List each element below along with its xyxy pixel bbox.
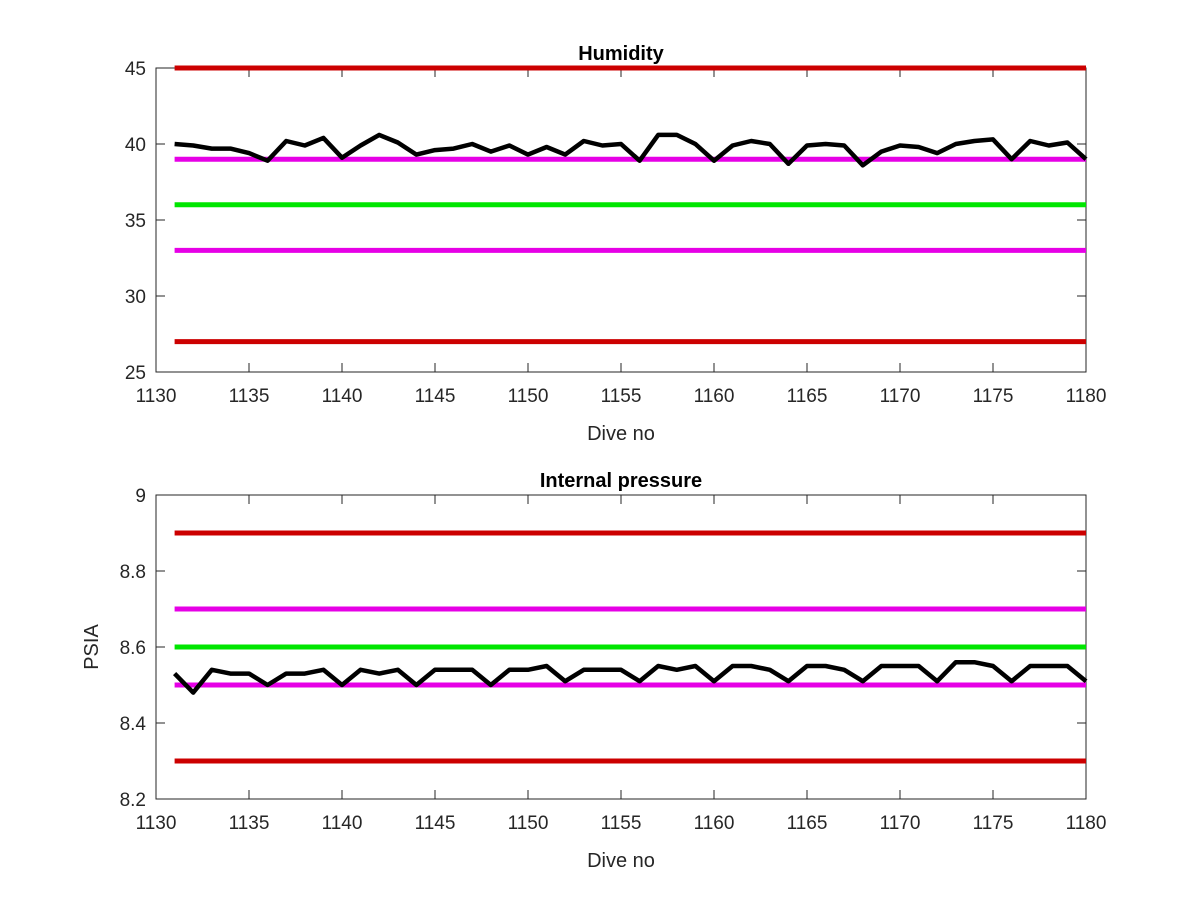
x-tick-label: 1180 xyxy=(1066,386,1107,407)
internal-pressure-panel: 1130 1135 1140 1145 1150 1155 1160 1165 1170 1175… xyxy=(81,470,1106,872)
chart-title: Humidity xyxy=(578,43,664,65)
x-tick-label: 1175 xyxy=(973,386,1014,407)
x-axis-label: Dive no xyxy=(587,423,655,445)
x-tick-label: 1130 xyxy=(136,386,177,407)
y-tick-label: 25 xyxy=(125,363,146,384)
x-tick-label: 1170 xyxy=(880,813,921,834)
x-tick-label: 1135 xyxy=(229,386,270,407)
x-tick-label: 1140 xyxy=(322,813,363,834)
data-series-line xyxy=(172,659,1088,695)
x-tick-label: 1140 xyxy=(322,386,363,407)
plot-area xyxy=(155,67,1087,373)
y-tick-label: 8.4 xyxy=(120,714,147,735)
x-tick-label: 1145 xyxy=(415,386,456,407)
x-tick-label: 1160 xyxy=(694,813,735,834)
y-tick-label: 30 xyxy=(125,287,146,308)
y-tick-label: 35 xyxy=(125,211,146,232)
x-tick-label: 1145 xyxy=(415,813,456,834)
data-series-line xyxy=(174,132,1088,168)
y-tick-label: 40 xyxy=(125,135,146,156)
x-tick-label: 1170 xyxy=(880,386,921,407)
x-tick-label: 1150 xyxy=(508,386,549,407)
x-tick-label: 1175 xyxy=(973,813,1014,834)
x-tick-label: 1165 xyxy=(787,386,828,407)
y-tick-label: 9 xyxy=(135,486,146,507)
x-tick-label: 1165 xyxy=(787,813,828,834)
x-tick-label: 1150 xyxy=(508,813,549,834)
humidity-panel: 1130 1135 1140 1145 1150 1155 1160 1165 1170 1175… xyxy=(125,43,1107,445)
x-tick-label: 1135 xyxy=(229,813,270,834)
y-axis-label: PSIA xyxy=(81,624,103,670)
y-tick-label: 8.6 xyxy=(120,638,146,659)
y-tick-label: 45 xyxy=(125,59,146,80)
x-tick-label: 1180 xyxy=(1066,813,1107,834)
y-tick-label: 8.8 xyxy=(120,562,146,583)
x-tick-label: 1130 xyxy=(136,813,177,834)
x-tick-label: 1160 xyxy=(694,386,735,407)
x-axis-label: Dive no xyxy=(587,850,655,872)
x-tick-label: 1155 xyxy=(601,813,642,834)
x-tick-label: 1155 xyxy=(601,386,642,407)
y-tick-label: 8.2 xyxy=(120,790,146,811)
chart-title: Internal pressure xyxy=(540,470,702,492)
